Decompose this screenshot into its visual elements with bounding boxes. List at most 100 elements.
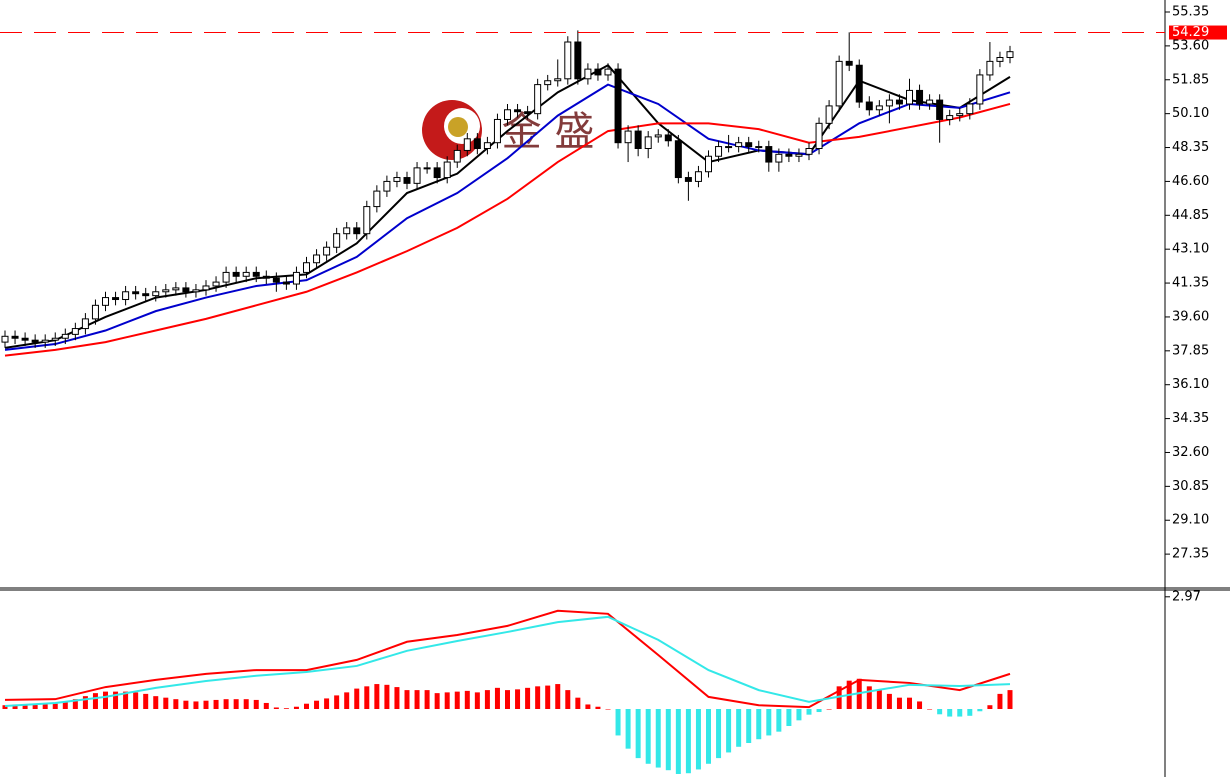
histogram-bar <box>263 702 269 709</box>
candle-body <box>162 289 170 293</box>
histogram-bar <box>515 689 521 709</box>
candle-body <box>775 153 783 163</box>
candle-body <box>353 227 361 235</box>
candle-body <box>855 64 863 103</box>
candle-body <box>232 271 240 277</box>
histogram-bar <box>143 693 149 709</box>
y-tick-label: 46.60 <box>1172 174 1209 189</box>
y-tick-label: 50.10 <box>1172 106 1209 121</box>
histogram-bar <box>273 707 279 709</box>
histogram-bar <box>1007 690 1013 709</box>
histogram-bar <box>233 699 239 709</box>
histogram-bar <box>525 687 531 709</box>
y-tick-label: 36.10 <box>1172 377 1209 392</box>
histogram-bar <box>987 705 993 709</box>
histogram-bar <box>695 709 701 770</box>
candle-body <box>966 103 974 115</box>
candle-body <box>363 206 371 235</box>
candle-body <box>222 271 230 283</box>
candle-body <box>986 60 994 76</box>
histogram-bar <box>253 699 259 709</box>
indicator-line <box>4 615 1011 707</box>
histogram-bar <box>927 709 933 710</box>
candle-body <box>262 275 270 279</box>
histogram-bar <box>796 709 802 721</box>
candle-body <box>976 74 984 105</box>
candle-body <box>11 335 19 339</box>
candle-body <box>493 118 501 144</box>
candle-body <box>895 99 903 105</box>
candle-body <box>453 149 461 163</box>
candle-body <box>604 68 612 76</box>
candle-body <box>51 337 59 341</box>
candle-body <box>534 84 542 115</box>
histogram-bar <box>283 708 289 709</box>
candle-body <box>825 105 833 124</box>
candle-body <box>725 146 733 149</box>
histogram-bar <box>484 690 490 709</box>
histogram-bar <box>394 687 400 709</box>
histogram-bar <box>766 709 772 736</box>
y-tick-label: 55.35 <box>1172 5 1209 20</box>
histogram-bar <box>756 709 762 740</box>
candle-body <box>393 177 401 182</box>
histogram-bar <box>293 706 299 709</box>
candle-body <box>845 60 853 66</box>
y-tick-label: 2.97 <box>1172 589 1201 604</box>
candle-body <box>91 304 99 320</box>
y-tick-label: 37.85 <box>1172 343 1209 358</box>
candle-body <box>152 291 160 297</box>
candle-body <box>31 339 39 343</box>
candle-body <box>805 148 813 155</box>
histogram-bar <box>816 709 822 713</box>
histogram-bar <box>213 699 219 709</box>
histogram-bar <box>42 704 48 709</box>
candle-body <box>624 130 632 144</box>
candle-body <box>574 41 582 80</box>
histogram-bar <box>474 692 480 709</box>
candle-body <box>594 68 602 76</box>
histogram-bar <box>505 690 510 709</box>
histogram-bar <box>726 709 732 753</box>
histogram-bar <box>806 709 812 715</box>
candle-body <box>584 68 592 80</box>
histogram-bar <box>404 690 410 709</box>
histogram-bar <box>12 704 18 709</box>
histogram-bar <box>736 709 742 747</box>
candle-body <box>343 227 351 235</box>
histogram-bar <box>203 700 209 709</box>
candle-body <box>514 109 522 113</box>
histogram-bar <box>324 698 330 709</box>
candle-body <box>634 130 642 150</box>
histogram-bar <box>886 693 892 709</box>
histogram-bar <box>675 709 681 774</box>
candle-body <box>292 271 300 285</box>
candle-body <box>483 142 491 150</box>
histogram-bar <box>947 709 953 717</box>
y-tick-label: 44.85 <box>1172 208 1209 223</box>
candle-body <box>443 161 451 179</box>
histogram-bar <box>133 692 139 709</box>
y-tick-label: 39.60 <box>1172 309 1209 324</box>
histogram-bar <box>72 699 78 709</box>
candle-body <box>936 99 944 120</box>
candle-body <box>694 171 702 182</box>
candle-body <box>192 289 200 293</box>
candle-body <box>212 281 220 287</box>
logo-ball <box>448 117 468 137</box>
candle-body <box>946 115 954 120</box>
histogram-bar <box>62 701 68 709</box>
candle-body <box>473 138 481 150</box>
candle-body <box>71 328 79 335</box>
candle-body <box>333 233 341 248</box>
candle-body <box>885 99 893 107</box>
watermark-logo <box>422 100 482 160</box>
candle-body <box>182 287 190 293</box>
candle-body <box>654 134 662 138</box>
candle-body <box>906 89 913 105</box>
histogram-bar <box>896 697 902 709</box>
histogram-bar <box>555 684 561 709</box>
candle-body <box>413 167 421 184</box>
histogram-bar <box>917 701 923 709</box>
